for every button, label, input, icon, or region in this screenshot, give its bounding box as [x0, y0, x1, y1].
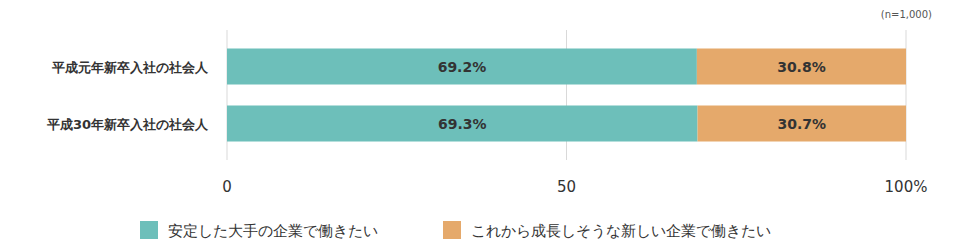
tick-label: 50 [557, 178, 576, 196]
data-labels: 69.2% 30.8% 69.3% 30.7% [438, 59, 826, 132]
legend-label: 安定した大手の企業で働きたい [168, 222, 378, 240]
tick-label: 100% [885, 178, 928, 196]
bar [698, 106, 906, 142]
legend-swatch [140, 221, 158, 239]
bars [227, 49, 906, 142]
bar [697, 49, 906, 85]
annotation: (n=1,000) [881, 9, 932, 20]
chart-svg: 0 50 100% 69.2% 30.8% 69.3% 30.7% 平成元年新卒入社の社会人平… [0, 0, 960, 250]
legend-label: これから成長しそうな新しい企業で働きたい [471, 222, 771, 240]
bar [227, 106, 698, 142]
data-label: 69.3% [438, 116, 487, 132]
category-label: 平成元年新卒入社の社会人 [51, 60, 209, 75]
data-label: 69.2% [438, 59, 487, 75]
bar [227, 49, 697, 85]
legend-swatch [443, 221, 461, 239]
category-label: 平成30年新卒入社の社会人 [46, 117, 209, 132]
data-label: 30.7% [777, 116, 826, 132]
chart-container: 0 50 100% 69.2% 30.8% 69.3% 30.7% 平成元年新卒入社の社会人平… [0, 0, 960, 250]
data-label: 30.8% [777, 59, 826, 75]
tick-label: 0 [222, 178, 232, 196]
